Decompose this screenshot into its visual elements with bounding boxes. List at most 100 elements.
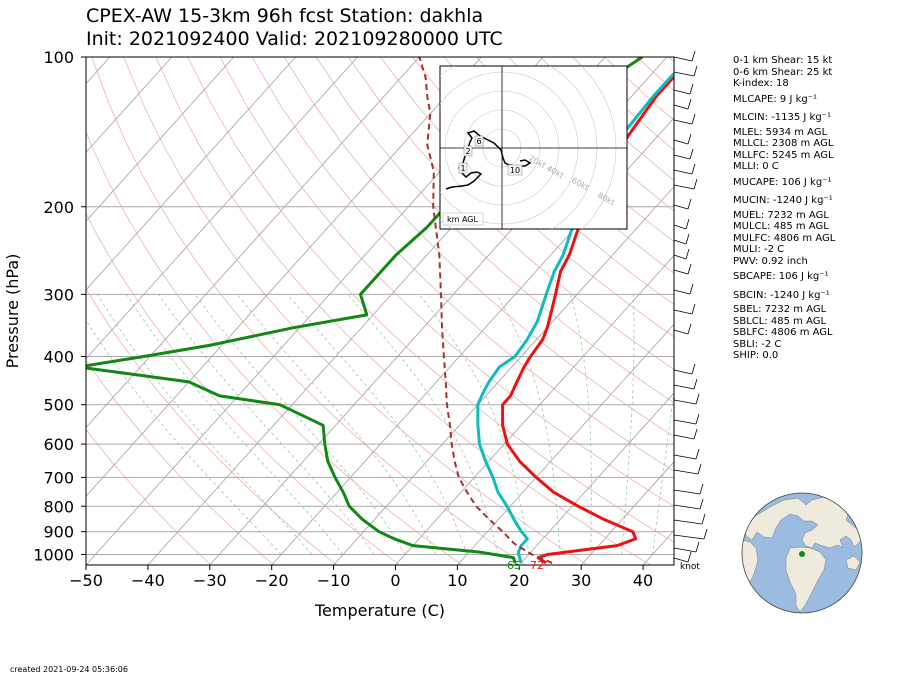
index-line: MLEL: 5934 m AGL [733,126,828,138]
wind-barb-flag [695,448,700,460]
wind-barb-flag [697,463,702,475]
index-line: SBEL: 7232 m AGL [733,304,827,315]
dry-adiabat [251,57,674,472]
dry-adiabat [86,359,275,565]
x-tick-label: −30 [193,571,227,590]
dry-adiabat [219,57,674,507]
y-tick-label: 800 [43,497,74,516]
dry-adiabat [379,57,674,338]
index-line: MLLCL: 2308 m AGL [733,138,834,149]
hodograph-legend-box [442,212,484,226]
y-tick-label: 1000 [33,545,74,564]
isotherm [86,57,173,154]
globe-land-east [845,555,861,571]
wind-barb-flag [687,198,692,210]
moist-adiabat [97,294,313,555]
moist-adiabat [237,294,437,555]
wind-barb-flag [695,413,700,425]
dry-adiabat [123,57,588,565]
x-tick-label: 0 [390,571,400,590]
indices-panel: 0-1 km Shear: 15 kt 0-6 km Shear: 25 kt … [733,55,835,362]
y-tick-label: 100 [43,48,74,67]
y-tick-label: 200 [43,198,74,217]
wind-barb-flag [687,98,692,110]
index-line: MLLI: 0 C [733,161,779,172]
wind-barb-flag [695,541,700,553]
hodograph-height-label: 1 [460,164,465,173]
hodograph-height-label: 2 [465,147,470,156]
wind-barb-flag [687,323,692,335]
y-tick-label: 400 [43,348,74,367]
isotherm [395,254,674,565]
dry-adiabat [86,287,337,565]
hodograph-height-label: 10 [510,166,520,175]
wind-barb [673,224,687,230]
isotherm [86,57,482,497]
index-line: K-index: 18 [733,78,789,89]
dry-adiabat [86,130,463,565]
skewt-axes: Temperature (C) Pressure (hPa) −50 −40 −30… [3,48,653,620]
x-tick-label: 20 [509,571,529,590]
wind-barb [673,154,691,160]
isotherm [333,186,674,565]
x-tick-label: −20 [255,571,289,590]
wind-barb [673,104,689,110]
y-tick-label: 900 [43,523,74,542]
chart-title: CPEX-AW 15-3km 96h fcst Station: dakhla [86,5,484,27]
wind-barb [673,239,687,245]
wind-barb-flag [693,178,698,190]
wind-barb [673,399,697,405]
profile-line-3 [418,57,553,564]
dry-adiabat [86,212,400,565]
wind-barb-flag [685,233,690,245]
chart-subtitle: Init: 2021092400 Valid: 202109280000 UTC [86,28,503,50]
moist-adiabat [496,294,561,555]
wind-barbs [673,50,708,563]
index-line: MULFC: 4806 m AGL [733,232,836,244]
wind-barb-flag [685,218,690,230]
dry-adiabat [861,57,906,565]
wind-barb-flag [685,248,690,260]
created-timestamp: created 2021-09-24 05:36:06 [10,665,128,674]
wind-barb [673,169,693,175]
wind-barb-flag [693,378,698,390]
wind-barb [673,419,697,425]
hodograph-height-label: 6 [476,137,481,146]
moist-adiabat [158,294,375,555]
wind-barb-flag [703,528,708,540]
wind-barb [673,454,697,460]
wind-barb-flag [691,363,696,375]
index-line: MLLFC: 5245 m AGL [733,149,834,161]
wind-barb [673,519,703,525]
index-line: MULCL: 485 m AGL [733,221,829,232]
dry-adiabat [283,57,674,438]
wind-barb [673,469,699,475]
wind-barb [673,557,689,563]
plot-frame [85,56,675,566]
wind-barb-flag [689,148,694,160]
index-line: SBCIN: -1240 J kg⁻¹ [733,289,830,301]
dry-adiabat [86,428,212,565]
isotherm [518,392,674,565]
wind-barb [673,184,695,190]
wind-barb-flag [691,113,696,125]
wind-barb-flag [701,513,706,525]
index-line: SBCAPE: 106 J kg⁻¹ [733,271,829,282]
moist-adiabat [569,294,592,555]
isotherm [86,57,235,222]
wind-barb-flag [693,65,698,77]
wind-barb [673,204,689,210]
wind-barb-flag [689,83,694,95]
wind-barb-flag [687,551,692,563]
dry-adiabat [315,57,674,404]
moist-adiabat [126,294,344,555]
dry-adiabat [829,57,906,565]
station-marker [799,551,805,557]
y-tick-label: 600 [43,435,74,454]
wind-barb-flag [699,483,704,495]
hodograph-height-box [458,162,468,174]
index-line: 0-1 km Shear: 15 kt [733,55,833,66]
hodograph-inset: 20kt 40kt 60kt 80kt 1 2 6 10 km AGL [439,65,628,230]
index-line: MUCIN: -1240 J kg⁻¹ [733,195,833,206]
index-line: MLCAPE: 9 J kg⁻¹ [733,93,818,105]
